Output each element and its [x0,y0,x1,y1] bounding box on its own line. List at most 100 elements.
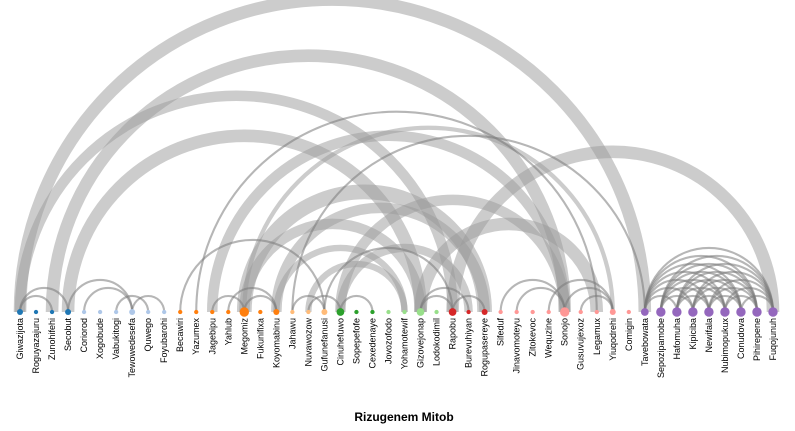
node-dot [656,307,666,317]
link-arc [211,294,246,313]
link-arc [707,295,743,313]
node-label: Sopepefofe [351,318,361,364]
node-dot [514,309,519,315]
node-dot [704,307,714,317]
node-dot [560,307,570,317]
link-arc [291,295,326,313]
link-arc [336,243,473,313]
node-dot [594,309,599,315]
link-arc [271,202,490,313]
node-label: Conudova [736,318,746,359]
node-label: Fuqojunuh [768,318,778,361]
node-dot [321,309,328,315]
node-label: Sepozipamobe [656,318,666,378]
link-arc [579,295,614,313]
node-dot [239,307,249,317]
link-arc [323,247,454,313]
node-dot [640,308,649,316]
node-label: Xogobude [95,318,105,359]
node-dot [736,307,746,317]
node-label: Jinavomoteyu [512,318,522,374]
node-label: Comigin [624,318,634,351]
link-arc [675,294,710,313]
nodes-layer [17,307,778,317]
node-label: Wequzine [544,318,554,358]
node-label: Roguyazajuru [31,318,41,374]
node-label: Rogupasereye [480,318,490,377]
node-label: Zitokevoc [528,318,538,357]
node-label: Gufunefanusi [319,318,329,372]
link-arc [61,129,427,313]
node-label: Foyubarohi [159,318,169,363]
node-dot [97,309,103,315]
node-dot [434,309,439,315]
node-dot [354,309,359,315]
node-dot [386,309,391,315]
link-arc [207,130,570,313]
link-arc [643,295,678,313]
link-arc [83,287,134,313]
node-dot [49,309,55,315]
node-label: Megomiz [239,318,249,355]
node-label: Sonojo [560,318,570,346]
link-arc [451,294,486,313]
link-arc [195,110,598,313]
node-label: Secobut [63,318,73,352]
node-label: Jagebipu [207,318,217,355]
node-label: Sifeduf [496,318,506,347]
node-dot [129,309,136,315]
node-dot [273,309,280,315]
link-arc [242,126,615,313]
node-label: Yazumex [191,318,201,355]
node-label: Zunohifehi [47,318,57,360]
link-arc [659,294,694,313]
node-label: Lodokodimil [432,318,442,366]
labels-layer: Giwazijota Roguyazajuru Zunohifehi Secobut C… [15,318,778,379]
node-dot [81,309,87,315]
node-dot [226,309,231,315]
link-arc [243,295,278,313]
link-arc [691,295,726,313]
node-label: Jovozofodo [383,318,393,364]
node-dot [416,308,425,316]
link-arc [45,49,572,313]
node-dot [306,309,311,315]
node-dot [720,307,730,317]
node-label: Nuvawozow [303,318,313,367]
node-label: Fukunifixa [255,318,265,359]
node-label: Becawiri [175,318,185,352]
node-dot [498,309,503,315]
node-dot [609,309,616,315]
link-arc [115,295,150,313]
node-label: Cexedenaye [367,318,377,369]
link-arc [414,217,604,313]
node-label: Rapobu [448,318,458,350]
node-dot [546,309,551,315]
link-arc [14,90,458,313]
node-label: Kipiciba [688,318,698,350]
node-label: Quwego [143,318,153,352]
node-dot [448,308,457,316]
node-dot [768,307,778,317]
link-arc [305,260,408,313]
node-label: Yiuqodrehi [608,318,618,361]
link-arc [18,294,54,313]
node-label: Yohamotewif [400,318,410,370]
link-arc [446,145,780,313]
node-label: Nubimopukux [720,318,730,374]
link-arc [67,278,134,313]
node-label: Koyomabinu [271,318,281,368]
link-arc [291,134,646,313]
node-dot [258,309,263,315]
node-dot [402,309,407,315]
node-dot [336,308,345,316]
node-dot [481,309,488,315]
node-dot [17,309,23,315]
node-dot [33,309,39,315]
link-arc [339,295,374,313]
node-label: Gizovejonap [416,318,426,368]
node-dot [290,309,295,315]
node-dot [626,309,631,315]
link-arc [13,0,652,313]
